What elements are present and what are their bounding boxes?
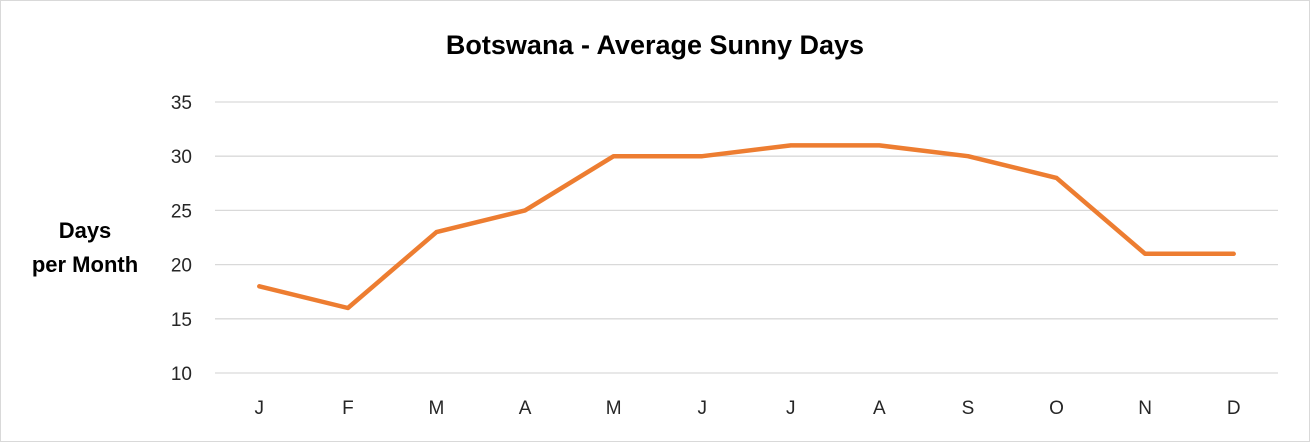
x-tick-label: D — [1227, 398, 1241, 419]
x-tick-label: A — [873, 398, 886, 419]
x-tick-label: J — [786, 398, 796, 419]
x-tick-label: J — [255, 398, 265, 419]
y-tick-label: 15 — [171, 310, 192, 331]
y-tick-label: 35 — [171, 93, 192, 114]
x-tick-label: F — [342, 398, 354, 419]
x-tick-label: N — [1138, 398, 1152, 419]
x-tick-label: S — [962, 398, 975, 419]
x-tick-label: M — [429, 398, 445, 419]
y-tick-label: 30 — [171, 147, 192, 168]
series-line — [257, 143, 1236, 311]
y-axis-label-line-2: per Month — [31, 252, 139, 277]
x-tick-label: M — [606, 398, 622, 419]
x-tick-label: A — [519, 398, 532, 419]
x-tick-label: J — [697, 398, 707, 419]
y-tick-label: 20 — [171, 256, 192, 277]
y-tick-label: 10 — [171, 364, 192, 385]
y-axis-label-line-1: Days — [58, 218, 112, 243]
x-tick-label: O — [1049, 398, 1064, 419]
y-axis-label: Days per Month — [10, 214, 160, 282]
chart-title: Botswana - Average Sunny Days — [445, 30, 865, 60]
y-tick-label: 25 — [171, 201, 192, 222]
